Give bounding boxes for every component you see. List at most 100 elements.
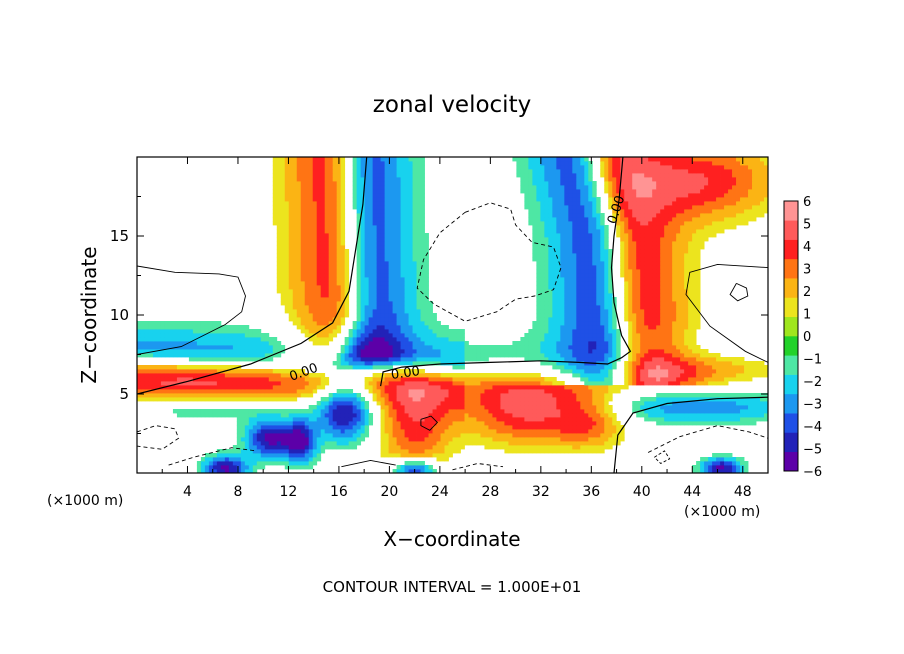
field-cell bbox=[480, 409, 485, 414]
field-cell bbox=[480, 421, 485, 426]
field-cell bbox=[488, 405, 493, 410]
field-cell bbox=[532, 409, 537, 414]
field-cell bbox=[560, 321, 565, 326]
field-cell bbox=[660, 277, 665, 282]
field-cell bbox=[272, 413, 278, 418]
field-cell bbox=[596, 445, 601, 450]
field-cell bbox=[248, 465, 254, 470]
field-cell bbox=[252, 385, 258, 390]
field-cell bbox=[352, 329, 358, 334]
field-cell bbox=[408, 469, 413, 473]
field-cell bbox=[308, 441, 314, 446]
field-cell bbox=[540, 269, 545, 274]
field-cell bbox=[392, 445, 397, 450]
field-cell bbox=[740, 417, 745, 422]
field-cell bbox=[340, 401, 346, 406]
field-cell bbox=[312, 441, 318, 446]
field-cell bbox=[392, 333, 397, 338]
field-cell bbox=[236, 417, 242, 422]
field-cell bbox=[512, 381, 517, 386]
field-cell bbox=[636, 321, 641, 326]
field-cell bbox=[244, 389, 250, 394]
field-cell bbox=[180, 333, 186, 338]
field-cell bbox=[368, 321, 374, 326]
field-cell bbox=[416, 389, 421, 394]
field-cell bbox=[636, 325, 641, 330]
field-cell bbox=[516, 353, 521, 358]
field-cell bbox=[740, 469, 745, 473]
field-cell bbox=[196, 333, 202, 338]
field-cell bbox=[240, 413, 246, 418]
field-cell bbox=[708, 353, 713, 358]
field-cell bbox=[400, 281, 405, 286]
field-cell bbox=[156, 393, 162, 398]
field-cell bbox=[280, 457, 286, 462]
field-cell bbox=[316, 417, 322, 422]
field-cell bbox=[412, 301, 417, 306]
field-cell bbox=[328, 301, 334, 306]
field-cell bbox=[392, 321, 397, 326]
field-cell bbox=[544, 429, 549, 434]
field-cell bbox=[592, 341, 597, 346]
field-cell bbox=[648, 413, 653, 418]
field-cell bbox=[556, 397, 561, 402]
field-cell bbox=[156, 381, 162, 386]
field-cell bbox=[584, 413, 589, 418]
field-cell bbox=[468, 405, 473, 410]
field-cell bbox=[508, 393, 513, 398]
field-cell bbox=[368, 281, 374, 286]
field-cell bbox=[236, 353, 242, 358]
field-cell bbox=[432, 321, 437, 326]
field-cell bbox=[576, 273, 581, 278]
field-cell bbox=[676, 341, 681, 346]
field-cell bbox=[672, 285, 677, 290]
field-cell bbox=[728, 401, 733, 406]
field-cell bbox=[172, 409, 178, 414]
field-cell bbox=[412, 293, 417, 298]
field-cell bbox=[376, 365, 382, 370]
field-cell bbox=[452, 393, 457, 398]
field-cell bbox=[140, 377, 146, 382]
field-cell bbox=[268, 349, 274, 354]
field-cell bbox=[512, 433, 517, 438]
field-cell bbox=[592, 285, 597, 290]
field-cell bbox=[244, 413, 250, 418]
field-cell bbox=[676, 421, 681, 426]
field-cell bbox=[304, 305, 310, 310]
field-cell bbox=[316, 433, 322, 438]
field-cell bbox=[348, 413, 354, 418]
field-cell bbox=[576, 341, 581, 346]
field-cell bbox=[596, 421, 601, 426]
field-cell bbox=[216, 413, 222, 418]
field-cell bbox=[388, 325, 393, 330]
field-cell bbox=[560, 437, 565, 442]
field-cell bbox=[696, 277, 701, 282]
field-cell bbox=[656, 269, 661, 274]
field-cell bbox=[284, 393, 290, 398]
field-cell bbox=[308, 417, 314, 422]
field-cell bbox=[432, 393, 437, 398]
field-cell bbox=[660, 301, 665, 306]
field-cell bbox=[712, 465, 717, 470]
field-cell bbox=[412, 297, 417, 302]
field-cell bbox=[380, 361, 385, 366]
field-cell bbox=[568, 365, 573, 370]
field-cell bbox=[292, 389, 298, 394]
field-cell bbox=[360, 397, 366, 402]
field-cell bbox=[680, 305, 685, 310]
field-cell bbox=[228, 385, 234, 390]
field-cell bbox=[696, 413, 701, 418]
field-cell bbox=[564, 297, 569, 302]
field-cell bbox=[324, 281, 330, 286]
field-cell bbox=[604, 441, 609, 446]
field-cell bbox=[732, 413, 737, 418]
field-cell bbox=[684, 301, 689, 306]
field-cell bbox=[664, 293, 669, 298]
field-cell bbox=[376, 333, 382, 338]
field-cell bbox=[360, 417, 366, 422]
field-cell bbox=[680, 317, 685, 322]
field-cell bbox=[288, 369, 294, 374]
field-cell bbox=[548, 425, 553, 430]
field-cell bbox=[600, 433, 605, 438]
field-cell bbox=[344, 273, 350, 278]
